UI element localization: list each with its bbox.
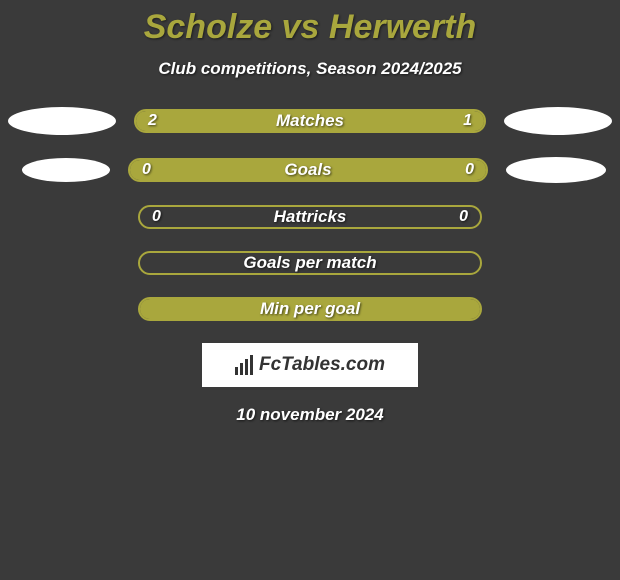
stat-row-hattricks: 0 Hattricks 0 xyxy=(0,205,620,229)
matches-value-right: 1 xyxy=(463,112,472,130)
page-title: Scholze vs Herwerth xyxy=(0,8,620,47)
stat-row-matches: 2 Matches 1 xyxy=(0,107,620,135)
hattricks-bar: 0 Hattricks 0 xyxy=(138,205,482,229)
right-player-icon xyxy=(504,107,612,135)
left-player-icon xyxy=(8,107,116,135)
right-player-icon xyxy=(506,157,606,183)
page-subtitle: Club competitions, Season 2024/2025 xyxy=(0,59,620,79)
hattricks-value-left: 0 xyxy=(152,208,161,226)
goals-value-left: 0 xyxy=(142,161,151,179)
min-per-goal-bar: Min per goal xyxy=(138,297,482,321)
chart-icon xyxy=(235,355,253,375)
goals-label: Goals xyxy=(284,160,331,180)
matches-value-left: 2 xyxy=(148,112,157,130)
matches-label: Matches xyxy=(276,111,344,131)
goals-value-right: 0 xyxy=(465,161,474,179)
footer-date: 10 november 2024 xyxy=(0,405,620,425)
hattricks-value-right: 0 xyxy=(459,208,468,226)
logo: FcTables.com xyxy=(235,354,385,376)
stat-row-goals: 0 Goals 0 xyxy=(0,157,620,183)
stat-row-min-per-goal: Min per goal xyxy=(0,297,620,321)
hattricks-label: Hattricks xyxy=(274,207,347,227)
goals-bar: 0 Goals 0 xyxy=(128,158,488,182)
min-per-goal-label: Min per goal xyxy=(260,299,360,319)
stat-row-goals-per-match: Goals per match xyxy=(0,251,620,275)
goals-per-match-label: Goals per match xyxy=(243,253,376,273)
comparison-infographic: Scholze vs Herwerth Club competitions, S… xyxy=(0,0,620,425)
logo-box: FcTables.com xyxy=(202,343,418,387)
left-player-icon xyxy=(22,158,110,182)
matches-bar: 2 Matches 1 xyxy=(134,109,486,133)
logo-text: FcTables.com xyxy=(259,354,385,376)
goals-per-match-bar: Goals per match xyxy=(138,251,482,275)
